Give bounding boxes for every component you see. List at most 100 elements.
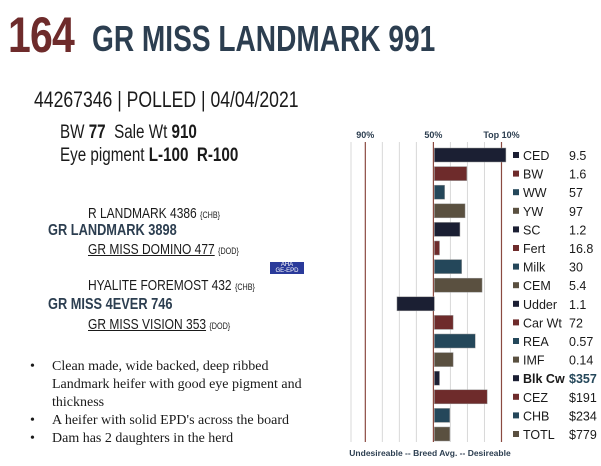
epd-value: 1.2 (569, 223, 586, 237)
epd-label: CHB (523, 409, 549, 423)
legend-swatch (513, 356, 519, 363)
bar-imf (434, 352, 454, 367)
registration-line: 44267346 | POLLED | 04/04/2021 (34, 87, 299, 112)
epd-label: TOTL (523, 428, 555, 442)
legend-swatch (513, 170, 519, 177)
epd-label: WW (523, 186, 547, 200)
epd-label: Fert (523, 242, 546, 256)
legend-swatch (513, 263, 519, 270)
dam-sire: HYALITE FOREMOST 432 {CHB} (88, 277, 255, 294)
legend-swatch (513, 152, 519, 158)
eye-right: R-100 (196, 145, 239, 166)
epd-label: Udder (523, 298, 557, 312)
legend-swatch (513, 375, 519, 382)
bw-value: 77 (88, 122, 106, 143)
bar-milk (434, 259, 462, 274)
note-item: Dam has 2 daughters in the herd (28, 430, 328, 448)
top-label: 50% (424, 130, 442, 140)
legend-swatch (513, 207, 519, 214)
sire-dam-name: GR MISS DOMINO 477 (88, 241, 215, 258)
ge-epd-logo: AHA GE-EPD (270, 262, 304, 274)
note-item: A heifer with solid EPD's across the boa… (28, 412, 328, 430)
bar-car-wt (434, 315, 454, 330)
sire-sire-tag: {CHB} (200, 210, 221, 220)
sale-wt-value: 910 (171, 122, 197, 143)
bar-udder (396, 296, 435, 312)
epd-value: 9.5 (569, 149, 586, 163)
epd-value: 1.1 (569, 298, 586, 312)
notes-list: Clean made, wide backed, deep ribbed Lan… (28, 358, 328, 448)
eye-left: L-100 (148, 145, 189, 166)
sire-sire: R LANDMARK 4386 {CHB} (88, 205, 220, 222)
bar-bw (434, 166, 467, 181)
epd-label: BW (523, 168, 543, 182)
bar-rea (434, 333, 476, 349)
dam-dam: GR MISS VISION 353 {DOD} (88, 316, 230, 333)
epd-label: CEZ (523, 391, 548, 405)
epd-label: IMF (523, 354, 545, 368)
epd-value: 1.6 (569, 168, 586, 182)
epd-value: 0.57 (569, 335, 593, 349)
bar-totl (434, 426, 450, 442)
legend-swatch (513, 431, 519, 437)
animal-name: GR MISS LANDMARK 991 (92, 18, 436, 59)
epd-value: 5.4 (569, 279, 586, 293)
bar-chb (434, 408, 450, 423)
legend-swatch (513, 245, 519, 251)
epd-value: $357 (569, 372, 597, 386)
bar-blk-cw (434, 370, 440, 386)
sale-wt-label: Sale Wt (114, 122, 168, 143)
bar-cem (434, 277, 483, 293)
epd-label: Car Wt (523, 316, 562, 330)
sire: GR LANDMARK 3898 (48, 222, 177, 239)
epd-value: $779 (569, 428, 597, 442)
epd-label: Blk Cw (523, 372, 565, 386)
epd-value: 97 (569, 205, 583, 219)
epd-chart: 90% 50% Top 10% CED 9.5 BW 1.6 WW 57 YW 97 SC 1.2 Fer… (349, 130, 597, 458)
bar-ww (434, 184, 445, 200)
dam-dam-tag: {DOD} (209, 321, 231, 331)
sire-dam: GR MISS DOMINO 477 {DOD} (88, 241, 239, 258)
epd-value: 72 (569, 316, 583, 330)
dam: GR MISS 4EVER 746 (48, 296, 173, 313)
epd-value: 57 (569, 186, 583, 200)
top-label: 90% (356, 130, 374, 140)
legend-swatch (513, 393, 519, 400)
eye-pigment: Eye pigment L-100 R-100 (60, 145, 238, 167)
lot-number: 164 (8, 7, 75, 63)
sire-sire-name: R LANDMARK 4386 (88, 205, 197, 222)
legend-swatch (513, 300, 519, 307)
weights: BW 77 Sale Wt 910 (60, 122, 197, 144)
bar-cez (434, 389, 488, 405)
bw-label: BW (60, 122, 85, 143)
epd-value: 30 (569, 261, 583, 275)
legend-swatch (513, 282, 519, 289)
note-item: Clean made, wide backed, deep ribbed Lan… (28, 358, 328, 412)
bar-yw (434, 203, 466, 219)
legend-swatch (513, 226, 519, 233)
legend-swatch (513, 412, 519, 419)
epd-label: Milk (523, 261, 546, 275)
bar-ced (434, 147, 507, 163)
epd-label: REA (523, 335, 549, 349)
epd-value: $191 (569, 391, 597, 405)
epd-label: CED (523, 149, 549, 163)
epd-value: 0.14 (569, 354, 593, 368)
top-label: Top 10% (483, 130, 519, 140)
bar-sc (434, 222, 461, 237)
legend-swatch (513, 338, 519, 344)
legend-swatch (513, 319, 519, 326)
epd-label: YW (523, 205, 543, 219)
dam-sire-name: HYALITE FOREMOST 432 (88, 277, 232, 294)
epd-label: SC (523, 223, 540, 237)
dam-sire-tag: {CHB} (234, 282, 255, 292)
epd-label: CEM (523, 279, 551, 293)
x-axis-label: Undesireable -- Breed Avg. -- Desireable (349, 448, 511, 458)
epd-value: 16.8 (569, 242, 593, 256)
epd-value: $234 (569, 409, 597, 423)
bar-fert (434, 240, 440, 256)
dam-dam-name: GR MISS VISION 353 (88, 316, 207, 333)
legend-swatch (513, 189, 519, 196)
eye-label: Eye pigment (60, 145, 145, 166)
sire-dam-tag: {DOD} (218, 246, 239, 256)
